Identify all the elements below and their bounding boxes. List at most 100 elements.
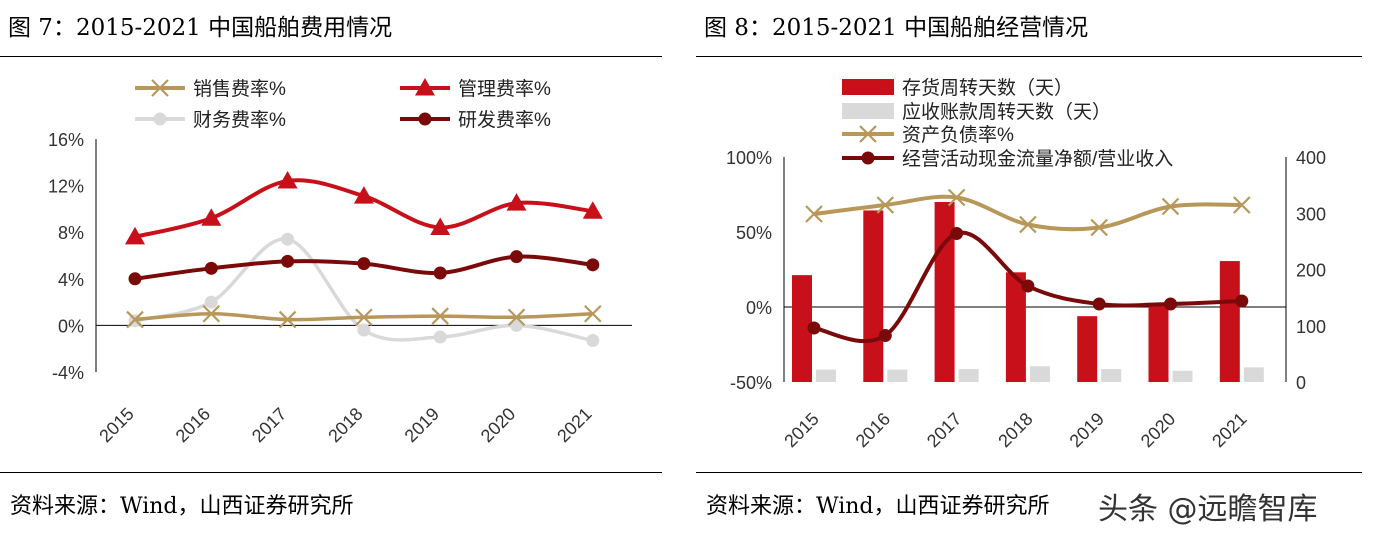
- data-point-资产负债率%-2017: [947, 188, 966, 207]
- figure-7-title: 图 7：2015-2021 中国船舶费用情况: [8, 15, 393, 41]
- data-point-经营活动现金流量净额/营业收入-2017: [950, 227, 964, 240]
- left-y-tick-label: 100%: [726, 148, 772, 168]
- data-point-销售费率%-2015: [126, 310, 144, 329]
- data-point-经营活动现金流量净额/营业收入-2019: [1092, 297, 1106, 311]
- x-tick-label: 2019: [1066, 409, 1108, 451]
- right-y-tick-label: 200: [1296, 261, 1326, 281]
- data-point-销售费率%-2018: [355, 308, 373, 327]
- legend-marker: [859, 125, 877, 143]
- data-point-经营活动现金流量净额/营业收入-2015: [807, 321, 821, 335]
- x-tick-label: 2018: [994, 409, 1036, 451]
- data-point-研发费率%-2015: [128, 272, 142, 286]
- x-tick-label: 2017: [923, 409, 965, 451]
- legend-marker: [151, 79, 169, 97]
- data-point-经营活动现金流量净额/营业收入-2018: [1021, 279, 1035, 293]
- legend-label: 存货周转天数（天）: [902, 77, 1073, 99]
- data-point-经营活动现金流量净额/营业收入-2016: [878, 329, 892, 342]
- data-point-管理费率%-2021: [582, 201, 603, 219]
- data-point-资产负债率%-2016: [876, 196, 895, 214]
- left-y-tick-label: 50%: [736, 223, 772, 243]
- data-point-资产负债率%-2021: [1233, 196, 1251, 214]
- left-y-tick-label: -50%: [730, 373, 772, 393]
- y-tick-label: -4%: [52, 363, 84, 383]
- x-tick-label: 2015: [95, 404, 137, 446]
- data-point-管理费率%-2017: [277, 170, 298, 189]
- legend-label: 经营活动现金流量净额/营业收入: [902, 148, 1173, 170]
- legend-label: 应收账款周转天数（天）: [902, 101, 1111, 123]
- legend-label: 资产负债率%: [902, 124, 1014, 146]
- bar-存货周转天数（天）-2015: [792, 275, 812, 382]
- y-tick-label: 4%: [58, 270, 84, 290]
- x-tick-label: 2020: [1137, 409, 1179, 451]
- data-point-财务费率%-2016: [204, 295, 218, 309]
- bar-存货周转天数（天）-2020: [1148, 303, 1169, 382]
- data-point-财务费率%-2019: [433, 330, 447, 344]
- data-point-资产负债率%-2015: [805, 205, 823, 223]
- figure-7-top-rule: [0, 56, 662, 57]
- data-point-财务费率%-2020: [510, 318, 523, 332]
- data-point-研发费率%-2018: [357, 257, 371, 271]
- bar-存货周转天数（天）-2017: [934, 202, 955, 382]
- figure-8-panel: 图 8：2015-2021 中国船舶经营情况 100% 50% 0% -50% 400 3…: [696, 0, 1376, 541]
- x-tick-label: 2015: [780, 409, 822, 451]
- data-point-财务费率%-2021: [586, 334, 600, 348]
- x-tick-label: 2016: [852, 409, 894, 451]
- bar-存货周转天数（天）-2021: [1219, 261, 1240, 382]
- y-tick-label: 16%: [48, 130, 84, 150]
- y-tick-label: 12%: [48, 177, 84, 197]
- data-point-资产负债率%-2019: [1090, 218, 1108, 237]
- data-point-研发费率%-2017: [281, 254, 295, 268]
- data-point-研发费率%-2021: [586, 258, 600, 272]
- figure-7-source: 资料来源：Wind，山西证券研究所: [10, 494, 354, 519]
- legend-marker: [418, 112, 432, 126]
- figure-8-source: 资料来源：Wind，山西证券研究所: [706, 494, 1050, 519]
- figure-7-bottom-rule: [0, 472, 662, 473]
- left-y-tick-label: 0%: [746, 298, 772, 318]
- data-point-销售费率%-2020: [507, 308, 526, 327]
- right-y-tick-label: 100: [1296, 317, 1326, 337]
- data-point-管理费率%-2020: [506, 193, 527, 211]
- legend-swatch: [842, 103, 894, 119]
- x-tick-label: 2017: [248, 404, 290, 446]
- figure-8-top-rule: [696, 56, 1362, 57]
- bar-存货周转天数（天）-2019: [1077, 316, 1098, 382]
- data-point-资产负债率%-2020: [1161, 197, 1180, 216]
- data-point-经营活动现金流量净额/营业收入-2021: [1235, 294, 1249, 308]
- x-tick-label: 2020: [477, 404, 519, 446]
- data-point-财务费率%-2018: [357, 323, 371, 337]
- data-point-经营活动现金流量净额/营业收入-2020: [1164, 297, 1177, 311]
- data-point-销售费率%-2017: [278, 310, 297, 329]
- legend-marker: [153, 112, 167, 126]
- bar-应收账款周转天数（天）-2019: [1101, 369, 1122, 382]
- bar-应收账款周转天数（天）-2015: [816, 369, 836, 382]
- bar-应收账款周转天数（天）-2016: [887, 369, 908, 382]
- data-point-管理费率%-2019: [430, 217, 451, 236]
- bar-应收账款周转天数（天）-2020: [1172, 370, 1193, 382]
- data-point-研发费率%-2016: [204, 261, 218, 275]
- figure-7-panel: 图 7：2015-2021 中国船舶费用情况 16% 12% 8% 4% 0% -4% 20…: [0, 0, 668, 541]
- x-tick-label: 2016: [172, 404, 214, 446]
- data-point-研发费率%-2020: [510, 250, 523, 264]
- right-y-tick-label: 400: [1296, 148, 1326, 168]
- bar-存货周转天数（天）-2018: [1005, 272, 1026, 382]
- data-point-财务费率%-2017: [281, 232, 295, 246]
- data-point-管理费率%-2015: [125, 226, 145, 245]
- data-point-销售费率%-2021: [584, 304, 602, 323]
- legend-marker: [861, 151, 875, 165]
- legend-label: 研发费率%: [458, 109, 551, 131]
- x-tick-label: 2021: [553, 404, 595, 446]
- bar-应收账款周转天数（天）-2017: [958, 369, 979, 382]
- legend-label: 财务费率%: [193, 109, 286, 131]
- legend-marker: [415, 78, 435, 96]
- legend-label: 销售费率%: [193, 78, 286, 100]
- bar-应收账款周转天数（天）-2021: [1243, 367, 1264, 382]
- figure-8-bottom-rule: [696, 472, 1362, 473]
- x-tick-label: 2019: [401, 404, 443, 446]
- x-tick-label: 2021: [1208, 409, 1250, 451]
- data-point-资产负债率%-2018: [1019, 215, 1037, 234]
- legend-swatch: [842, 79, 894, 95]
- x-tick-label: 2018: [324, 404, 366, 446]
- data-point-管理费率%-2018: [353, 186, 374, 204]
- figure-8-title: 图 8：2015-2021 中国船舶经营情况: [704, 15, 1089, 41]
- data-point-销售费率%-2019: [431, 307, 449, 325]
